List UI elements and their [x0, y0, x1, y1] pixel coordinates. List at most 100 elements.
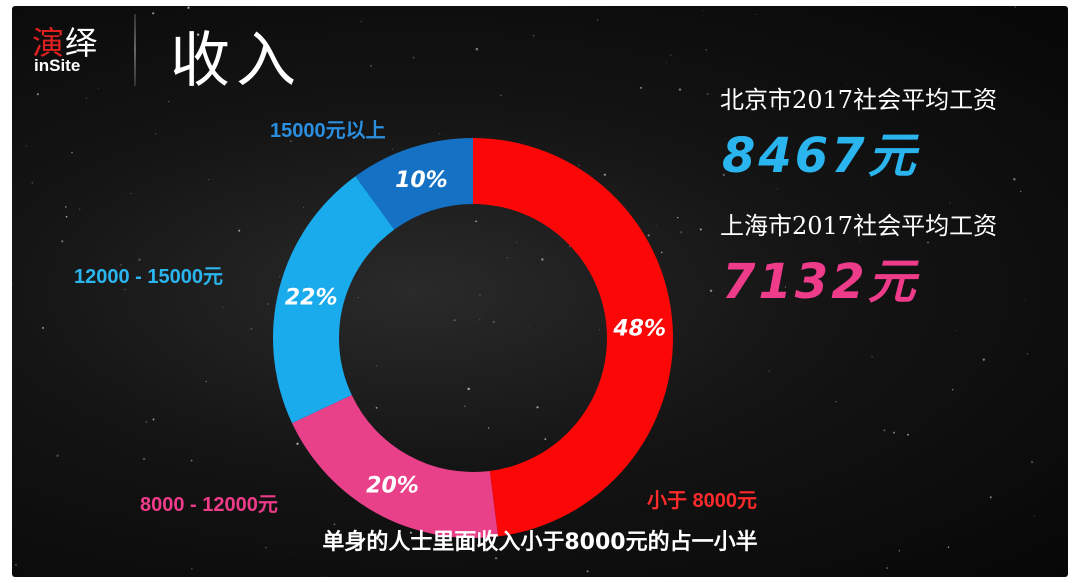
star-dot — [835, 401, 837, 403]
star-dot — [391, 148, 394, 150]
star-dot — [989, 496, 992, 499]
star-dot — [152, 12, 155, 15]
star-dot — [678, 88, 682, 91]
star-dot — [479, 319, 481, 321]
star-dot — [130, 192, 132, 194]
star-dot — [97, 87, 99, 89]
star-dot — [705, 48, 708, 51]
star-dot — [679, 231, 683, 234]
shanghai-salary-value: 7132元 — [722, 254, 919, 310]
star-dot — [1026, 353, 1029, 355]
star-dot — [702, 9, 704, 11]
star-dot — [208, 179, 210, 181]
star-dot — [222, 306, 224, 308]
star-dot — [1014, 6, 1016, 8]
star-dot — [61, 240, 64, 243]
slice-percent-label-12000-15000: 22% — [285, 286, 338, 311]
star-dot — [322, 575, 324, 577]
star-dot — [475, 220, 478, 223]
star-dot — [578, 164, 580, 167]
star-dot — [927, 241, 929, 244]
star-dot — [709, 289, 713, 293]
donut-chart: 48% 20% 22% 10% — [273, 138, 673, 538]
star-dot — [142, 457, 146, 461]
star-dot — [375, 365, 377, 367]
star-dot — [93, 508, 94, 510]
star-dot — [138, 258, 141, 261]
star-dot — [533, 35, 535, 37]
star-dot — [187, 6, 190, 9]
star-dot — [152, 418, 155, 421]
star-dot — [951, 388, 954, 391]
star-dot — [665, 62, 667, 64]
category-label-15000-plus: 15000元以上 — [270, 120, 386, 142]
slice-percent-label-lt8000: 48% — [612, 317, 666, 342]
category-label-8000-12000: 8000 - 12000元 — [140, 494, 278, 516]
star-dot — [488, 427, 490, 429]
star-dot — [768, 370, 770, 372]
page-title: 收入 — [170, 26, 302, 96]
star-dot — [189, 26, 191, 28]
star-dot — [369, 64, 373, 67]
star-dot — [596, 19, 599, 21]
star-dot — [453, 319, 456, 322]
star-dot — [333, 523, 336, 526]
star-dot — [205, 380, 207, 383]
star-dot — [190, 459, 193, 462]
star-dot — [438, 132, 441, 135]
star-dot — [56, 454, 59, 457]
star-dot — [541, 258, 544, 261]
slice-percent-label-8000-12000: 20% — [366, 473, 419, 498]
star-dot — [506, 256, 509, 259]
header-divider — [134, 14, 136, 86]
star-dot — [639, 86, 643, 89]
star-dot — [168, 100, 170, 103]
star-dot — [670, 54, 672, 57]
star-dot — [86, 97, 87, 99]
star-dot — [947, 546, 950, 549]
star-dot — [25, 145, 27, 147]
star-dot — [655, 224, 657, 226]
star-dot — [784, 286, 787, 288]
star-dot — [647, 234, 650, 237]
star-dot — [516, 242, 518, 244]
star-dot — [279, 276, 281, 278]
star-dot — [65, 206, 67, 208]
star-dot — [1030, 460, 1034, 464]
donut-slice-12000-15000 — [273, 176, 395, 424]
slide: 演绎 inSite 收入 48% 20% 22% 10% 小于 8000元 8000 … — [12, 6, 1068, 577]
beijing-salary-value: 8467元 — [722, 128, 919, 184]
star-dot — [859, 240, 861, 242]
star-dot — [722, 173, 725, 177]
category-label-lt8000: 小于 8000元 — [647, 490, 758, 512]
star-dot — [375, 406, 378, 409]
star-dot — [360, 21, 362, 23]
star-dot — [892, 431, 896, 434]
star-dot — [492, 320, 496, 324]
star-dot — [263, 509, 265, 512]
star-dot — [1019, 190, 1022, 193]
slice-percent-label-15000-plus: 10% — [395, 168, 448, 193]
star-dot — [71, 151, 73, 154]
star-dot — [777, 188, 778, 190]
star-dot — [1013, 178, 1016, 181]
star-dot — [467, 387, 470, 391]
star-dot — [755, 13, 757, 15]
star-dot — [949, 202, 951, 204]
logo-char-2: 绎 — [65, 24, 99, 62]
star-dot — [887, 107, 890, 109]
star-dot — [846, 83, 848, 85]
star-dot — [883, 429, 886, 432]
donut-slice-15000-plus — [355, 138, 473, 230]
star-dot — [463, 405, 466, 408]
star-dot — [145, 420, 148, 424]
star-dot — [544, 438, 547, 441]
star-dot — [296, 442, 299, 445]
star-dot — [898, 549, 901, 552]
star-dot — [720, 95, 723, 98]
star-dot — [409, 531, 412, 534]
star-dot — [79, 208, 81, 210]
star-dot — [1024, 299, 1026, 301]
star-dot — [293, 551, 295, 553]
star-dot — [267, 303, 270, 305]
